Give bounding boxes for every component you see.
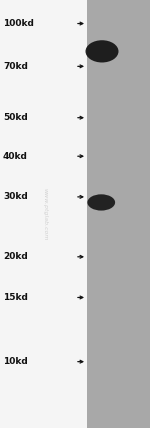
Text: 40kd: 40kd: [3, 152, 28, 161]
Text: 50kd: 50kd: [3, 113, 28, 122]
Text: 20kd: 20kd: [3, 252, 28, 262]
Text: www.ptglab.com: www.ptglab.com: [42, 188, 48, 240]
Bar: [87, 0, 150, 428]
Text: 70kd: 70kd: [3, 62, 28, 71]
Ellipse shape: [85, 40, 118, 62]
Text: 15kd: 15kd: [3, 293, 28, 302]
Text: 100kd: 100kd: [3, 19, 34, 28]
Text: 30kd: 30kd: [3, 192, 28, 202]
Text: 10kd: 10kd: [3, 357, 28, 366]
Ellipse shape: [87, 194, 115, 211]
